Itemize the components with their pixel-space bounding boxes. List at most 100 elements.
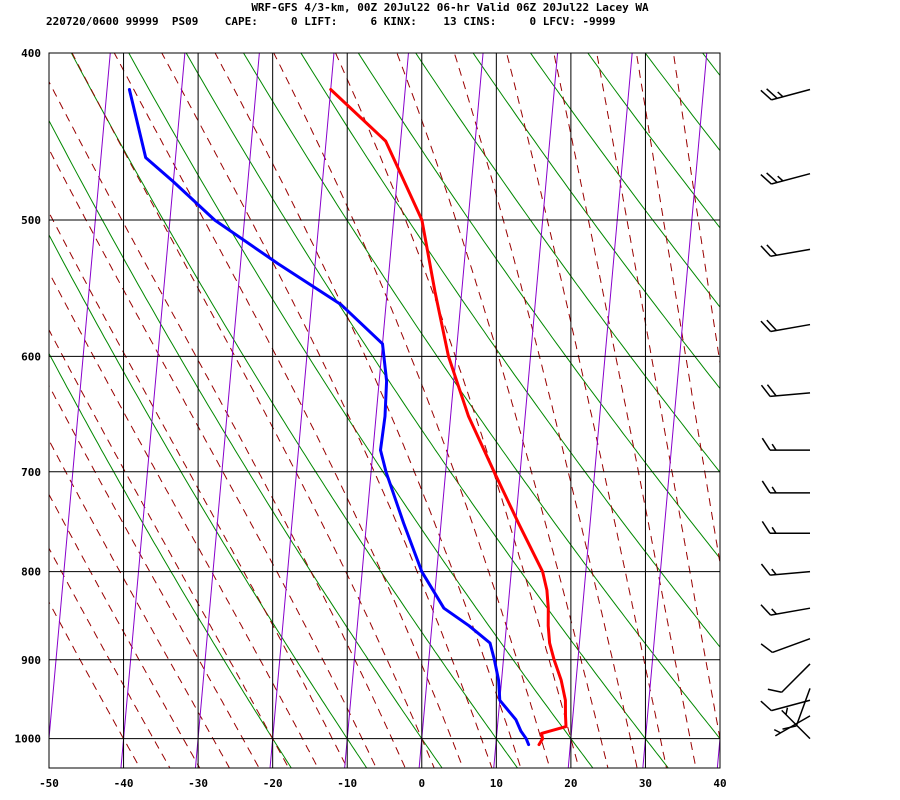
- wind-barb: [760, 384, 811, 398]
- moist-adiabat: [49, 384, 260, 768]
- barb-shaft: [774, 715, 811, 737]
- dry-adiabat: [49, 352, 292, 768]
- x-tick-label: 20: [564, 777, 577, 790]
- dry-adiabat: [786, 15, 900, 776]
- moist-adiabat: [273, 53, 551, 768]
- dry-adiabat: [730, 15, 900, 776]
- y-tick-label: 400: [21, 47, 41, 60]
- isotherm: [269, 53, 335, 768]
- wind-barb: [773, 715, 811, 737]
- isotherm: [49, 53, 111, 744]
- isotherm: [567, 53, 633, 768]
- barb-half-feather: [771, 486, 777, 494]
- barb-shaft: [770, 607, 811, 616]
- moist-adiabat: [214, 53, 522, 768]
- barb-shaft: [770, 248, 811, 258]
- pressure-tick-labels: 400 500 600 700 800 900 1000: [15, 47, 42, 746]
- wind-barb: [761, 520, 810, 535]
- wind-barb: [760, 563, 811, 576]
- barb-shaft: [771, 88, 811, 101]
- dry-adiabat: [49, 119, 443, 768]
- barb-shaft: [771, 172, 811, 185]
- wind-barb: [767, 663, 811, 693]
- barb-half-feather: [773, 728, 781, 734]
- x-tick-label: -30: [188, 777, 208, 790]
- moist-adiabat: [49, 493, 201, 768]
- barb-feather: [760, 563, 771, 576]
- dry-adiabat: [128, 53, 594, 768]
- isotherm: [120, 53, 186, 768]
- barb-half-feather: [785, 707, 789, 715]
- moist-adiabat: [49, 211, 348, 768]
- moist-adiabat: [49, 271, 319, 768]
- y-tick-label: 900: [21, 654, 41, 667]
- moist-adiabat: [113, 53, 464, 768]
- moist-adiabat: [335, 53, 580, 768]
- wind-barb: [761, 437, 810, 451]
- barb-shaft: [772, 638, 811, 654]
- barb-feather: [766, 384, 777, 397]
- plot-frame: [48, 52, 721, 769]
- dry-adiabat: [185, 53, 669, 768]
- x-tick-label: 0: [418, 777, 425, 790]
- barb-half-feather: [777, 91, 784, 98]
- barb-feather: [766, 319, 778, 331]
- y-tick-label: 500: [21, 214, 41, 227]
- y-tick-label: 800: [21, 566, 41, 579]
- temperature-tick-labels: -50 -40 -30 -20 -10 0 10 20 30 40: [39, 777, 727, 790]
- moist-adiabat: [672, 53, 720, 367]
- wind-barb: [760, 638, 811, 654]
- wind-barb: [760, 88, 811, 101]
- isotherm: [493, 53, 559, 768]
- chart-title: WRF-GFS 4/3-km, 00Z 20Jul22 06-hr Valid …: [251, 1, 649, 14]
- dry-adiabat: [357, 53, 720, 560]
- moist-adiabat: [49, 439, 231, 768]
- barb-feather: [760, 89, 772, 101]
- background-grid: [49, 15, 900, 776]
- wind-barb: [760, 699, 811, 712]
- x-tick-label: 40: [713, 777, 726, 790]
- wind-barb: [761, 480, 810, 494]
- barb-feather: [761, 480, 771, 494]
- moist-adiabat: [71, 53, 435, 768]
- moist-adiabat: [596, 53, 720, 742]
- y-tick-label: 600: [21, 350, 41, 363]
- x-tick-label: -50: [39, 777, 59, 790]
- isotherm: [418, 53, 484, 768]
- wind-barb: [760, 319, 811, 333]
- dewpoint-profile: [127, 88, 531, 747]
- barb-half-feather: [771, 608, 778, 615]
- barb-feather: [760, 384, 771, 397]
- barb-half-feather: [771, 443, 777, 451]
- moist-adiabat: [553, 53, 697, 768]
- isotherm: [344, 53, 409, 768]
- sounding-indices: 220720/0600 99999 PS09 CAPE: 0 LIFT: 6 K…: [46, 15, 616, 28]
- barb-feather: [766, 244, 778, 256]
- moist-adiabat: [635, 53, 720, 567]
- x-tick-label: -10: [337, 777, 357, 790]
- dry-adiabat: [49, 233, 368, 768]
- dry-adiabat: [472, 53, 720, 390]
- barb-shaft: [770, 570, 811, 576]
- x-tick-label: -40: [114, 777, 134, 790]
- dry-adiabat: [587, 53, 720, 229]
- y-tick-label: 700: [21, 466, 41, 479]
- barb-shaft: [795, 688, 811, 727]
- barb-shaft: [771, 699, 811, 712]
- barb-feather: [761, 520, 771, 534]
- dry-adiabat: [70, 53, 519, 768]
- barb-feather: [760, 173, 772, 185]
- barb-feather: [766, 88, 778, 99]
- dry-adiabat: [843, 15, 900, 776]
- sounding-profiles: [127, 88, 568, 747]
- x-tick-label: -20: [263, 777, 283, 790]
- moist-adiabat: [49, 328, 290, 768]
- x-tick-label: 10: [490, 777, 503, 790]
- barb-feather: [760, 604, 772, 616]
- barb-shaft: [781, 663, 811, 693]
- barb-half-feather: [771, 568, 777, 576]
- barb-feather: [760, 700, 772, 712]
- barb-feather: [761, 437, 771, 451]
- barb-feather: [760, 643, 773, 654]
- moist-adiabat: [453, 53, 638, 768]
